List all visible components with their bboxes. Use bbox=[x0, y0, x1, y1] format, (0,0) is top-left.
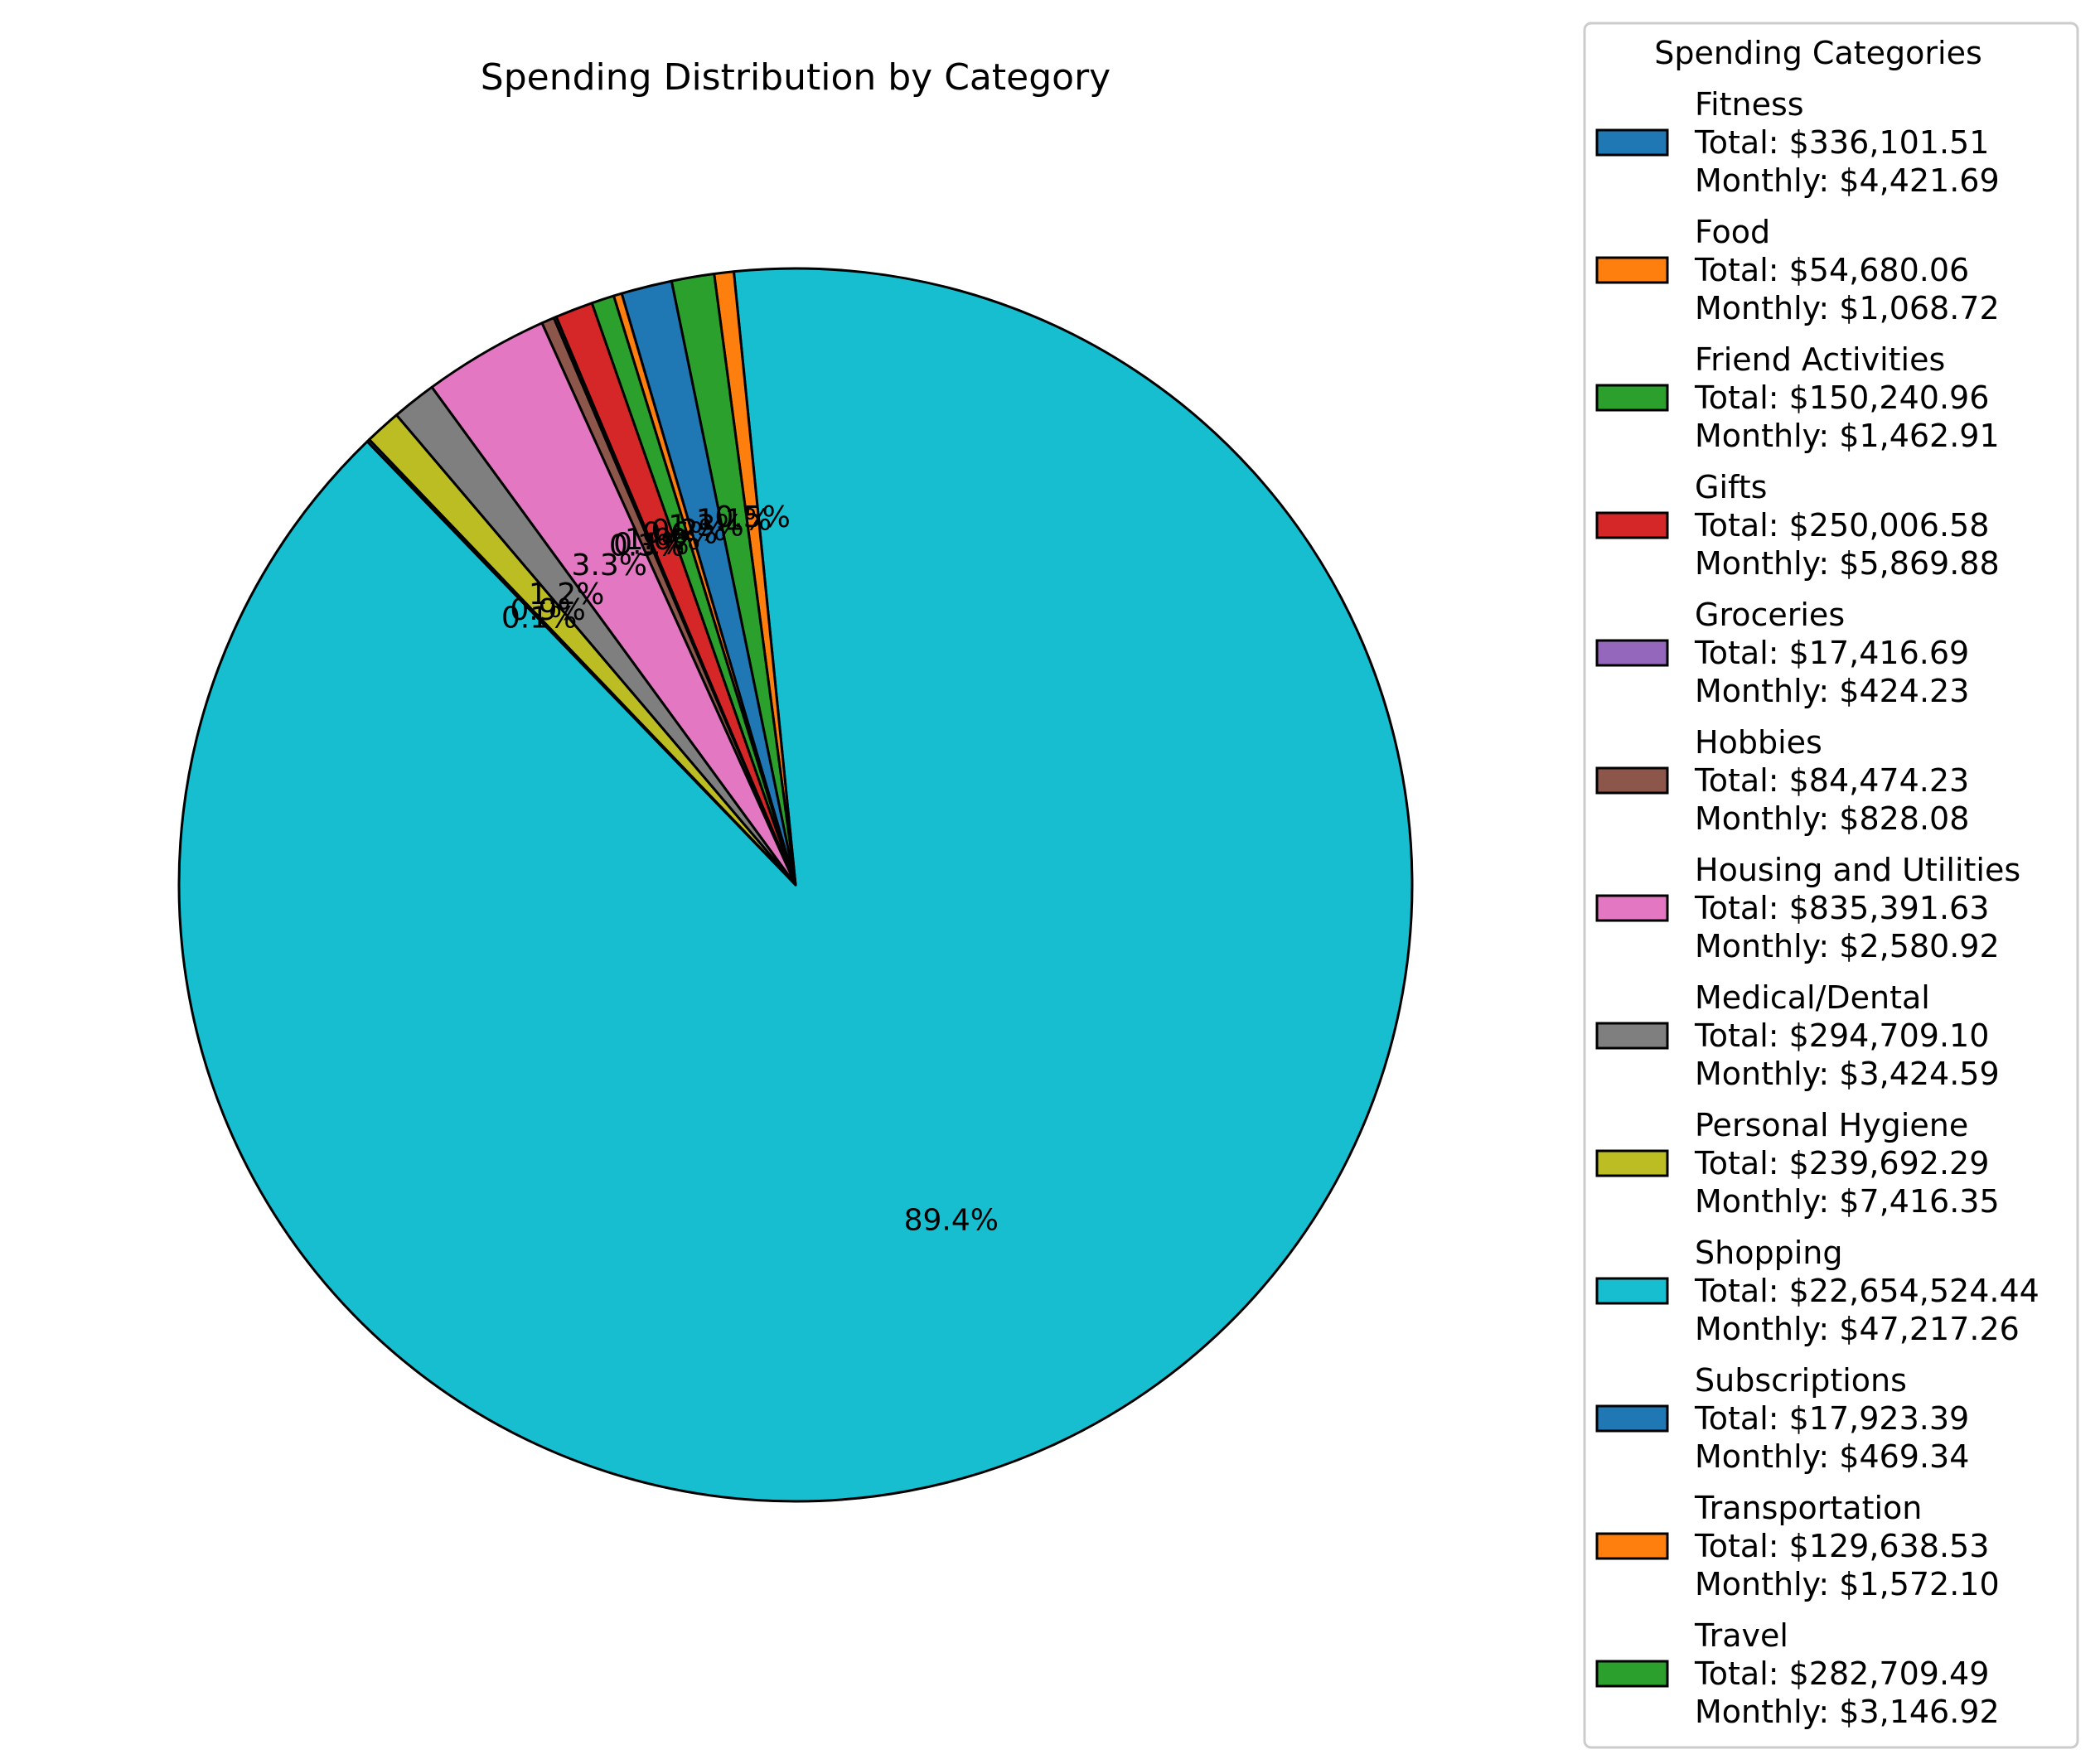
legend-name-transportation: Transportation bbox=[1694, 1490, 1922, 1526]
legend-swatch-friend-activities bbox=[1595, 384, 1669, 412]
legend-total-travel: Total: $282,709.49 bbox=[1694, 1655, 1989, 1692]
legend-total-hobbies: Total: $84,474.23 bbox=[1694, 762, 1969, 799]
legend-name-hobbies: Hobbies bbox=[1695, 724, 1822, 761]
legend-name-gifts: Gifts bbox=[1695, 469, 1767, 505]
pct-label-gifts: 1.0% bbox=[625, 523, 700, 557]
legend-monthly-subscriptions: Monthly: $469.34 bbox=[1695, 1438, 1969, 1475]
legend-monthly-gifts: Monthly: $5,869.88 bbox=[1695, 545, 2000, 582]
legend-swatch-personal-hygiene bbox=[1595, 1149, 1669, 1177]
legend-monthly-transportation: Monthly: $1,572.10 bbox=[1695, 1566, 2000, 1602]
legend-monthly-groceries: Monthly: $424.23 bbox=[1695, 673, 1969, 709]
pct-label-personal-hygiene: 0.9% bbox=[510, 593, 585, 627]
legend-name-shopping: Shopping bbox=[1695, 1235, 1842, 1271]
legend-name-groceries: Groceries bbox=[1695, 597, 1845, 633]
legend-monthly-hobbies: Monthly: $828.08 bbox=[1695, 800, 1969, 837]
legend-swatch-gifts bbox=[1595, 511, 1669, 539]
legend-swatch-medical-dental bbox=[1595, 1022, 1669, 1050]
legend-total-transportation: Total: $129,638.53 bbox=[1694, 1528, 1989, 1564]
pct-label-friend-activities: 0.6% bbox=[642, 516, 718, 550]
legend-total-personal-hygiene: Total: $239,692.29 bbox=[1694, 1145, 1989, 1182]
legend-name-friend-activities: Friend Activities bbox=[1695, 341, 1945, 378]
legend-name-medical-dental: Medical/Dental bbox=[1695, 979, 1930, 1016]
legend-monthly-housing-and-utilities: Monthly: $2,580.92 bbox=[1695, 928, 2000, 964]
legend-swatch-subscriptions bbox=[1595, 1404, 1669, 1433]
pct-label-shopping: 89.4% bbox=[904, 1203, 999, 1237]
legend-monthly-shopping: Monthly: $47,217.26 bbox=[1695, 1311, 2020, 1347]
pct-labels: 89.4%0.5%1.1%1.3%0.2%0.6%1.0%0.1%0.3%3.3… bbox=[501, 500, 999, 1237]
pie-group bbox=[177, 267, 1414, 1503]
pct-label-fitness: 1.3% bbox=[668, 509, 743, 543]
legend-total-subscriptions: Total: $17,923.39 bbox=[1694, 1400, 1969, 1437]
legend-total-gifts: Total: $250,006.58 bbox=[1694, 507, 1989, 544]
legend-monthly-medical-dental: Monthly: $3,424.59 bbox=[1695, 1056, 2000, 1092]
pie-slice-subscriptions bbox=[365, 438, 797, 887]
legend-total-medical-dental: Total: $294,709.10 bbox=[1694, 1017, 1989, 1054]
legend-monthly-food: Monthly: $1,068.72 bbox=[1695, 290, 2000, 326]
legend-name-travel: Travel bbox=[1694, 1617, 1788, 1654]
pct-label-transportation: 0.5% bbox=[714, 500, 790, 534]
legend-swatch-housing-and-utilities bbox=[1595, 894, 1669, 922]
legend-name-food: Food bbox=[1695, 214, 1770, 250]
legend-monthly-travel: Monthly: $3,146.92 bbox=[1695, 1694, 2000, 1730]
pct-label-medical-dental: 1.2% bbox=[529, 578, 604, 611]
legend-total-food: Total: $54,680.06 bbox=[1694, 252, 1969, 288]
legend-total-fitness: Total: $336,101.51 bbox=[1694, 124, 1989, 161]
legend-monthly-friend-activities: Monthly: $1,462.91 bbox=[1695, 418, 2000, 454]
legend-total-housing-and-utilities: Total: $835,391.63 bbox=[1694, 890, 1989, 926]
legend-monthly-fitness: Monthly: $4,421.69 bbox=[1695, 162, 2000, 199]
legend-title: Spending Categories bbox=[1654, 35, 1982, 71]
legend-frame bbox=[1583, 22, 2079, 1749]
legend-swatch-fitness bbox=[1595, 128, 1669, 157]
legend-swatch-food bbox=[1595, 256, 1669, 284]
legend-total-shopping: Total: $22,654,524.44 bbox=[1694, 1273, 2040, 1309]
pct-label-housing-and-utilities: 3.3% bbox=[572, 549, 647, 582]
legend-name-fitness: Fitness bbox=[1695, 86, 1804, 123]
legend-name-personal-hygiene: Personal Hygiene bbox=[1695, 1107, 1968, 1143]
pct-label-travel: 1.1% bbox=[696, 503, 772, 537]
legend-swatch-groceries bbox=[1595, 639, 1669, 667]
legend-swatch-shopping bbox=[1595, 1277, 1669, 1305]
pct-label-subscriptions: 0.1% bbox=[501, 602, 577, 636]
legend-total-friend-activities: Total: $150,240.96 bbox=[1694, 379, 1989, 416]
legend-swatch-travel bbox=[1595, 1660, 1669, 1688]
legend-name-housing-and-utilities: Housing and Utilities bbox=[1695, 852, 2020, 888]
chart-title: Spending Distribution by Category bbox=[481, 56, 1110, 99]
legend-swatch-hobbies bbox=[1595, 766, 1669, 795]
legend-total-groceries: Total: $17,416.69 bbox=[1694, 635, 1969, 671]
legend-name-subscriptions: Subscriptions bbox=[1695, 1362, 1907, 1399]
pct-label-groceries: 0.1% bbox=[613, 527, 689, 561]
pct-label-food: 0.2% bbox=[651, 514, 726, 548]
pct-label-hobbies: 0.3% bbox=[609, 529, 685, 563]
legend-swatch-transportation bbox=[1595, 1532, 1669, 1560]
legend-monthly-personal-hygiene: Monthly: $7,416.35 bbox=[1695, 1183, 2000, 1220]
